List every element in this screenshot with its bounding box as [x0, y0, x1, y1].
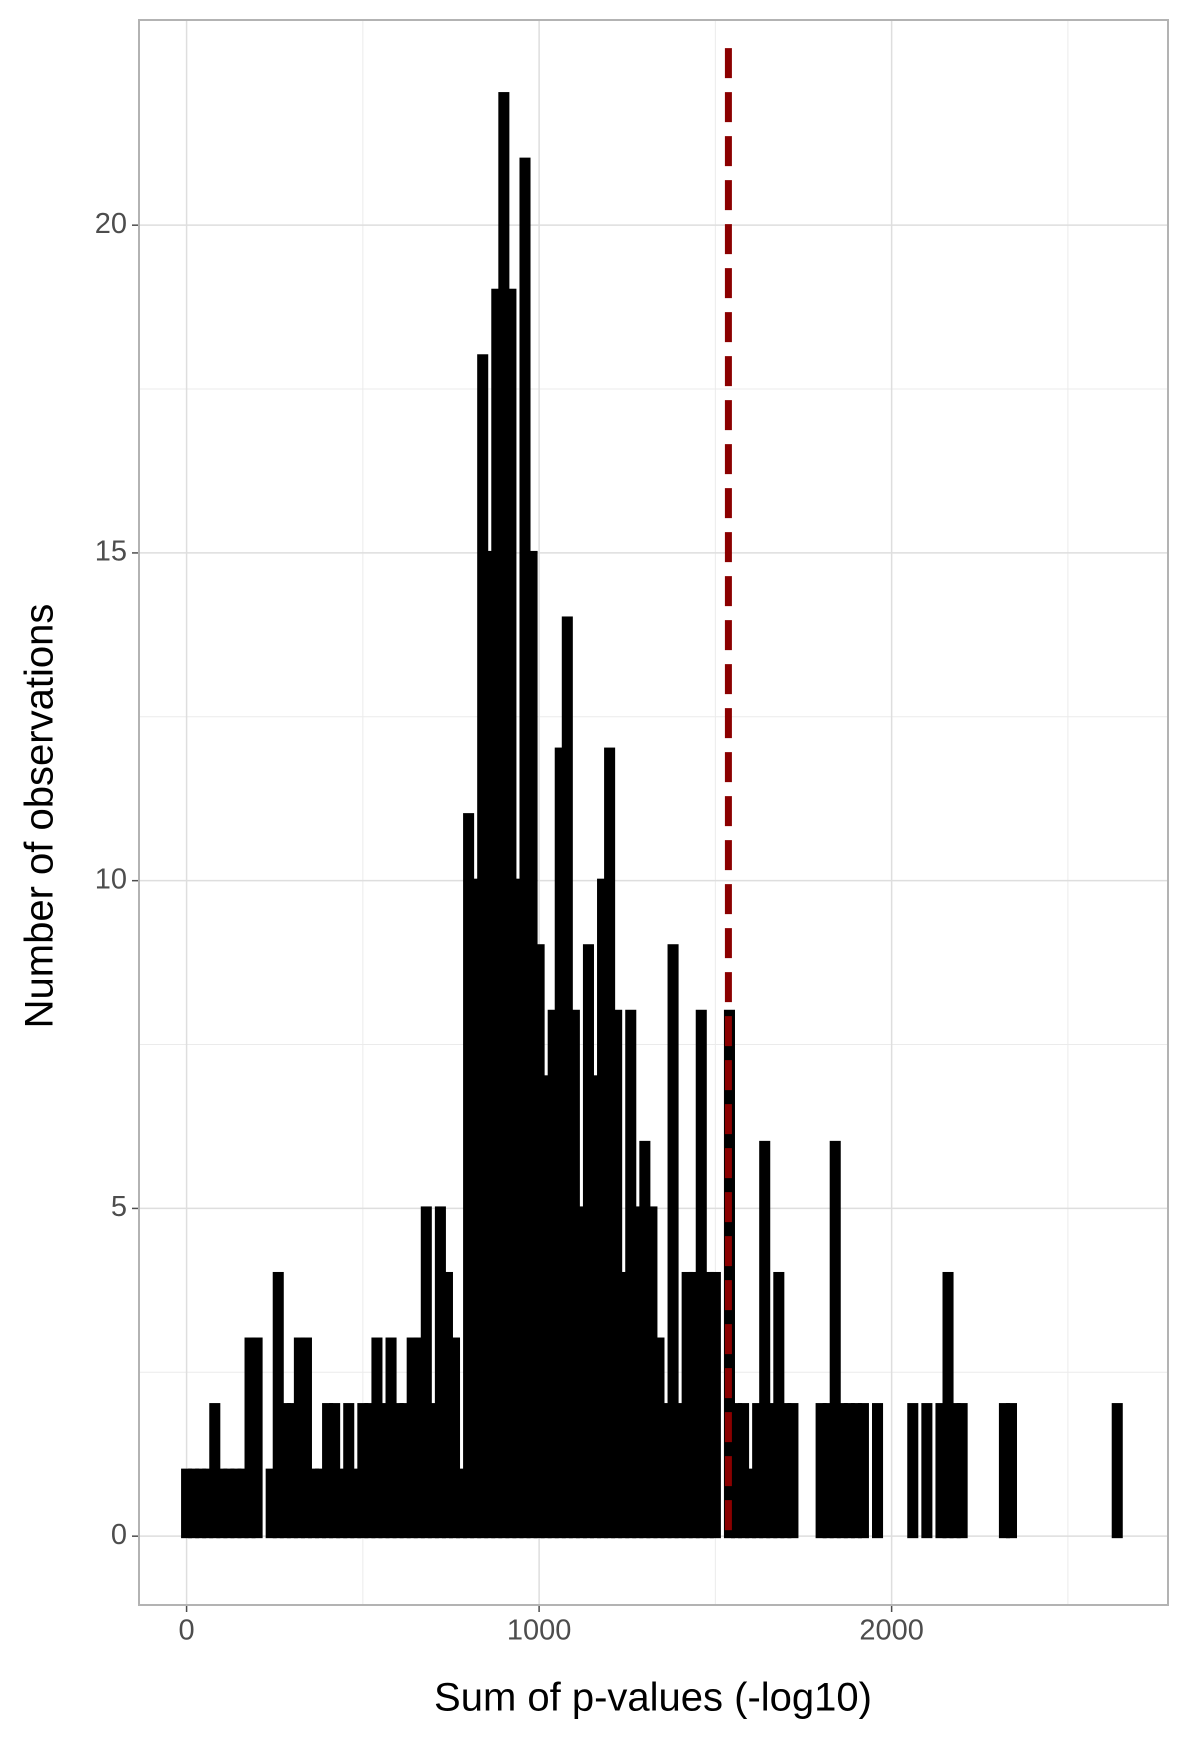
- panel-border: [138, 19, 1169, 1606]
- x-tick-label: 2000: [859, 1615, 924, 1647]
- bar: [251, 1337, 263, 1539]
- y-tick-label: 20: [95, 208, 127, 240]
- bar: [829, 1140, 841, 1539]
- y-tick-label: 10: [95, 863, 127, 895]
- bar: [907, 1403, 919, 1539]
- y-axis-title: Number of observations: [18, 604, 62, 1029]
- y-tick-label: 0: [111, 1519, 127, 1551]
- y-tick-label: 5: [111, 1191, 127, 1223]
- bar: [448, 1337, 461, 1539]
- x-tick-label: 1000: [507, 1615, 572, 1647]
- bar: [857, 1403, 869, 1539]
- bar: [1111, 1403, 1123, 1539]
- bar: [872, 1403, 884, 1539]
- bar: [709, 1271, 721, 1539]
- bar: [667, 944, 679, 1539]
- bar: [420, 1206, 432, 1539]
- bar: [300, 1337, 312, 1539]
- bar: [1005, 1403, 1018, 1539]
- x-axis-title: Sum of p-values (-log10): [434, 1676, 872, 1720]
- bar: [787, 1403, 799, 1539]
- bar: [921, 1403, 933, 1539]
- bar: [723, 1009, 735, 1539]
- y-tick-label: 15: [95, 536, 127, 568]
- bar: [956, 1403, 968, 1539]
- x-tick-label: 0: [179, 1615, 195, 1647]
- bar: [759, 1140, 771, 1539]
